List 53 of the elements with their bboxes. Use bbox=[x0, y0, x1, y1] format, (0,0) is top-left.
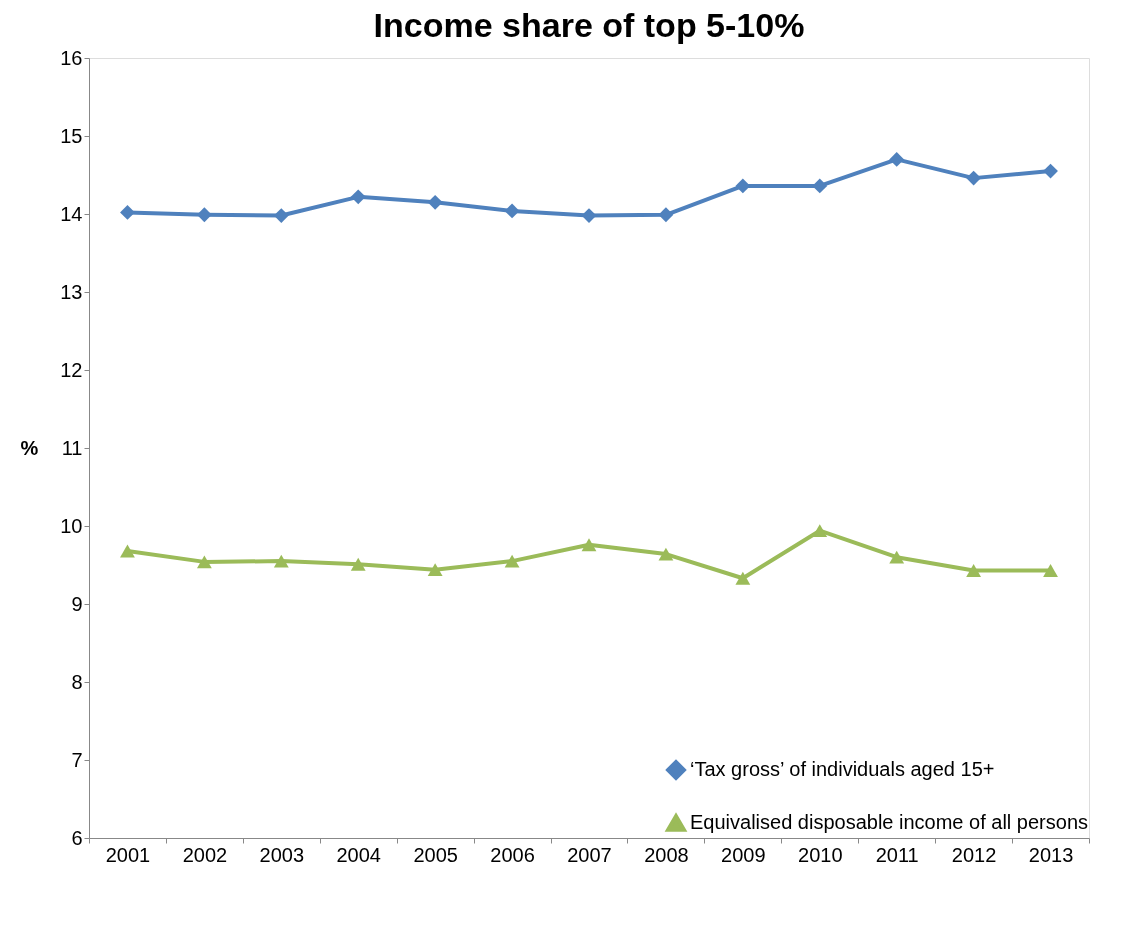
x-tick-label: 2003 bbox=[259, 843, 305, 866]
y-tick-label: 7 bbox=[71, 748, 83, 771]
point bbox=[273, 208, 289, 223]
x-tick-label: 2007 bbox=[567, 843, 612, 866]
x-tick-label: 2010 bbox=[798, 843, 843, 866]
point bbox=[196, 207, 212, 223]
y-tick-label: 14 bbox=[60, 202, 83, 225]
y-axis-title: % bbox=[20, 436, 39, 459]
y-tick-label: 11 bbox=[61, 436, 83, 459]
point bbox=[427, 563, 443, 577]
point bbox=[1043, 564, 1058, 577]
point bbox=[812, 524, 828, 538]
y-tick-label: 13 bbox=[60, 280, 83, 303]
point bbox=[735, 178, 751, 194]
y-tick-label: 15 bbox=[60, 124, 83, 147]
y-tick-label: 10 bbox=[60, 514, 83, 537]
x-tick-label: 2005 bbox=[413, 843, 458, 866]
x-tick-label: 2013 bbox=[1028, 843, 1074, 866]
x-tick-label: 2008 bbox=[644, 843, 689, 866]
point bbox=[120, 544, 135, 558]
y-tick-label: 16 bbox=[60, 46, 83, 69]
point bbox=[658, 547, 674, 561]
x-tick-label: 2002 bbox=[182, 843, 228, 866]
point bbox=[966, 170, 982, 186]
point bbox=[273, 554, 289, 568]
y-tick-label: 12 bbox=[60, 358, 83, 381]
x-tick-label: 2001 bbox=[105, 843, 151, 866]
x-tick-label: 2006 bbox=[490, 843, 535, 866]
y-tick-label: 9 bbox=[71, 592, 83, 615]
point bbox=[889, 550, 905, 564]
point bbox=[196, 555, 212, 569]
x-tick-label: 2012 bbox=[951, 843, 997, 866]
legend-label: Equivalised disposable income of all persons bbox=[690, 811, 1089, 833]
point bbox=[966, 564, 982, 577]
y-tick-label: 6 bbox=[71, 826, 83, 849]
point bbox=[350, 557, 366, 571]
point bbox=[1043, 163, 1058, 179]
point bbox=[427, 194, 443, 210]
point bbox=[735, 571, 751, 585]
point bbox=[581, 538, 597, 552]
point bbox=[504, 203, 520, 219]
x-tick-label: 2004 bbox=[336, 843, 381, 866]
point bbox=[889, 151, 905, 167]
point bbox=[812, 178, 828, 194]
point bbox=[658, 207, 674, 223]
y-tick-label: 8 bbox=[71, 670, 83, 693]
x-tick-label: 2011 bbox=[875, 843, 919, 866]
point bbox=[350, 189, 366, 205]
point bbox=[504, 554, 520, 568]
chart-title: Income share of top 5-10% bbox=[373, 6, 805, 44]
x-tick-label: 2009 bbox=[721, 843, 766, 866]
point bbox=[120, 205, 135, 220]
legend-label: ‘Tax gross’ of individuals aged 15+ bbox=[690, 758, 995, 780]
